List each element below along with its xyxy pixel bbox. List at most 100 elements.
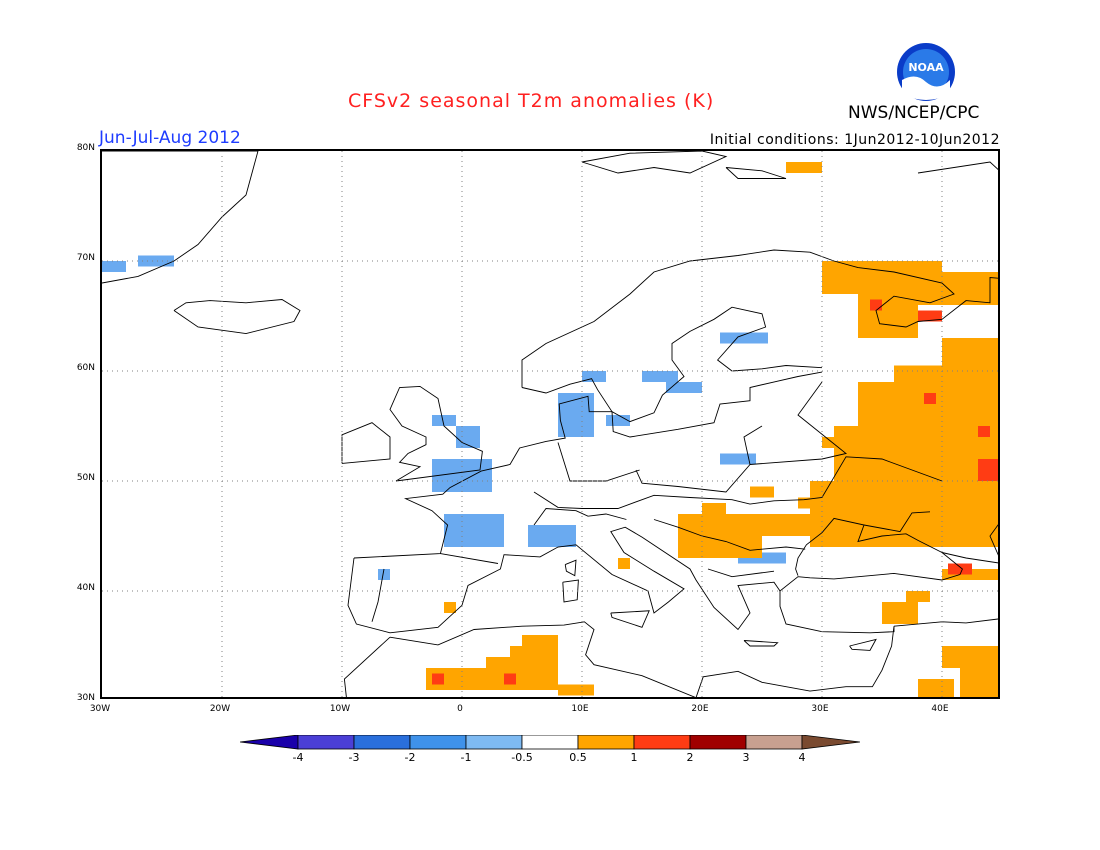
cool-anomaly-cell bbox=[720, 332, 768, 344]
latitude-tick-label: 30N bbox=[76, 693, 95, 703]
coastline bbox=[749, 381, 848, 465]
longitude-tick-label: 10E bbox=[571, 704, 589, 714]
colorbar-segment bbox=[689, 734, 747, 750]
cool-anomaly-cell bbox=[642, 371, 678, 382]
warm-anomaly-cell bbox=[942, 646, 998, 668]
hot-anomaly-cell bbox=[924, 393, 936, 404]
coastline bbox=[989, 524, 998, 556]
latitude-tick-label: 50N bbox=[76, 473, 95, 483]
coastline bbox=[521, 249, 998, 388]
cool-anomaly-cell bbox=[720, 453, 756, 465]
coastline bbox=[347, 517, 963, 634]
hot-anomaly-cell bbox=[870, 299, 882, 311]
longitude-tick-label: 30E bbox=[811, 704, 829, 714]
hot-anomaly-cell bbox=[978, 426, 990, 437]
colorbar-segment bbox=[297, 734, 355, 750]
coastline bbox=[389, 591, 895, 697]
colorbar-tick-label: 2 bbox=[686, 751, 694, 764]
colorbar-tick-label: -2 bbox=[404, 751, 416, 764]
initial-conditions-label: Initial conditions: 1Jun2012-10Jun2012 bbox=[709, 132, 1000, 148]
coastline bbox=[893, 618, 998, 627]
warm-anomaly-cell bbox=[486, 657, 558, 668]
colorbar-tick-label: 0.5 bbox=[569, 751, 587, 764]
colorbar-arrow-high bbox=[801, 734, 861, 750]
map-canvas bbox=[102, 151, 998, 697]
coastline bbox=[581, 151, 728, 174]
cool-anomaly-cell bbox=[606, 415, 630, 426]
colorbar-segment bbox=[409, 734, 467, 750]
warm-anomaly-cell bbox=[834, 426, 998, 481]
coastline bbox=[564, 559, 577, 577]
cool-anomaly-cell bbox=[528, 525, 576, 547]
longitude-tick-label: 20W bbox=[209, 704, 231, 714]
coastline bbox=[743, 640, 779, 647]
cool-anomaly-cell bbox=[444, 514, 504, 547]
latitude-tick-label: 70N bbox=[76, 253, 95, 263]
warm-anomaly-cell bbox=[810, 481, 998, 547]
warm-anomaly-cell bbox=[444, 602, 456, 613]
coastline bbox=[440, 553, 499, 564]
colorbar-tick-label: 1 bbox=[630, 751, 638, 764]
hot-anomaly-cell bbox=[918, 310, 930, 322]
cool-anomaly-cell bbox=[582, 371, 606, 382]
coastline bbox=[917, 161, 998, 174]
warm-anomaly-cell bbox=[678, 536, 762, 558]
latitude-tick-label: 40N bbox=[76, 583, 95, 593]
colorbar-tick-label: -0.5 bbox=[511, 751, 533, 764]
warm-anomaly-cell bbox=[918, 679, 954, 697]
season-label: Jun-Jul-Aug 2012 bbox=[99, 128, 241, 148]
noaa-logo: NOAA bbox=[896, 42, 956, 102]
coastline bbox=[521, 306, 823, 423]
coastline bbox=[173, 299, 301, 335]
cool-anomaly-cell bbox=[432, 415, 456, 426]
colorbar-segment bbox=[353, 734, 411, 750]
cool-anomaly-cell bbox=[558, 415, 594, 437]
colorbar-segment bbox=[577, 734, 635, 750]
coastline bbox=[610, 610, 650, 628]
coastline bbox=[533, 508, 627, 526]
colorbar-tick-label: -3 bbox=[348, 751, 360, 764]
warm-anomaly-cell bbox=[618, 558, 630, 569]
warm-anomaly-cell bbox=[786, 162, 822, 173]
colorbar-segment bbox=[633, 734, 691, 750]
cool-anomaly-cell bbox=[138, 255, 174, 267]
chart-title: CFSv2 seasonal T2m anomalies (K) bbox=[348, 90, 715, 112]
longitude-tick-label: 40E bbox=[931, 704, 949, 714]
colorbar-segment bbox=[465, 734, 523, 750]
colorbar-segment bbox=[521, 734, 579, 750]
warm-anomaly-cell bbox=[906, 591, 930, 602]
coastline bbox=[725, 167, 787, 179]
warm-anomaly-cell bbox=[750, 486, 774, 498]
colorbar-tick-label: -1 bbox=[460, 751, 472, 764]
coastline bbox=[707, 568, 775, 578]
colorbar-arrow-low bbox=[239, 734, 299, 750]
map-plot-area bbox=[100, 149, 1000, 699]
coastline bbox=[941, 552, 998, 564]
agency-label: NWS/NCEP/CPC bbox=[848, 103, 980, 123]
warm-anomaly-cell bbox=[822, 437, 834, 448]
coastline bbox=[653, 519, 806, 551]
coastline bbox=[353, 371, 823, 559]
hot-anomaly-cell bbox=[978, 459, 998, 481]
warm-anomaly-cell bbox=[678, 514, 810, 536]
hot-anomaly-cell bbox=[432, 673, 444, 685]
coastline bbox=[635, 425, 763, 493]
warm-anomaly-cell bbox=[702, 503, 726, 514]
noaa-logo-text: NOAA bbox=[908, 61, 944, 74]
coastline bbox=[341, 422, 391, 464]
coastline bbox=[562, 579, 579, 603]
cool-anomaly-cell bbox=[378, 569, 390, 580]
colorbar bbox=[239, 734, 861, 759]
longitude-tick-label: 0 bbox=[457, 704, 463, 714]
cool-anomaly-cell bbox=[558, 393, 594, 415]
colorbar-tick-label: 3 bbox=[742, 751, 750, 764]
coastline bbox=[849, 638, 877, 651]
warm-anomaly-cell bbox=[918, 272, 998, 305]
colorbar-segment bbox=[745, 734, 803, 750]
latitude-tick-label: 80N bbox=[76, 143, 95, 153]
warm-anomaly-cell bbox=[510, 646, 558, 657]
coastline bbox=[343, 636, 391, 697]
hot-anomaly-cell bbox=[948, 563, 972, 575]
warm-anomaly-cell bbox=[522, 635, 558, 646]
coastline bbox=[533, 456, 943, 509]
